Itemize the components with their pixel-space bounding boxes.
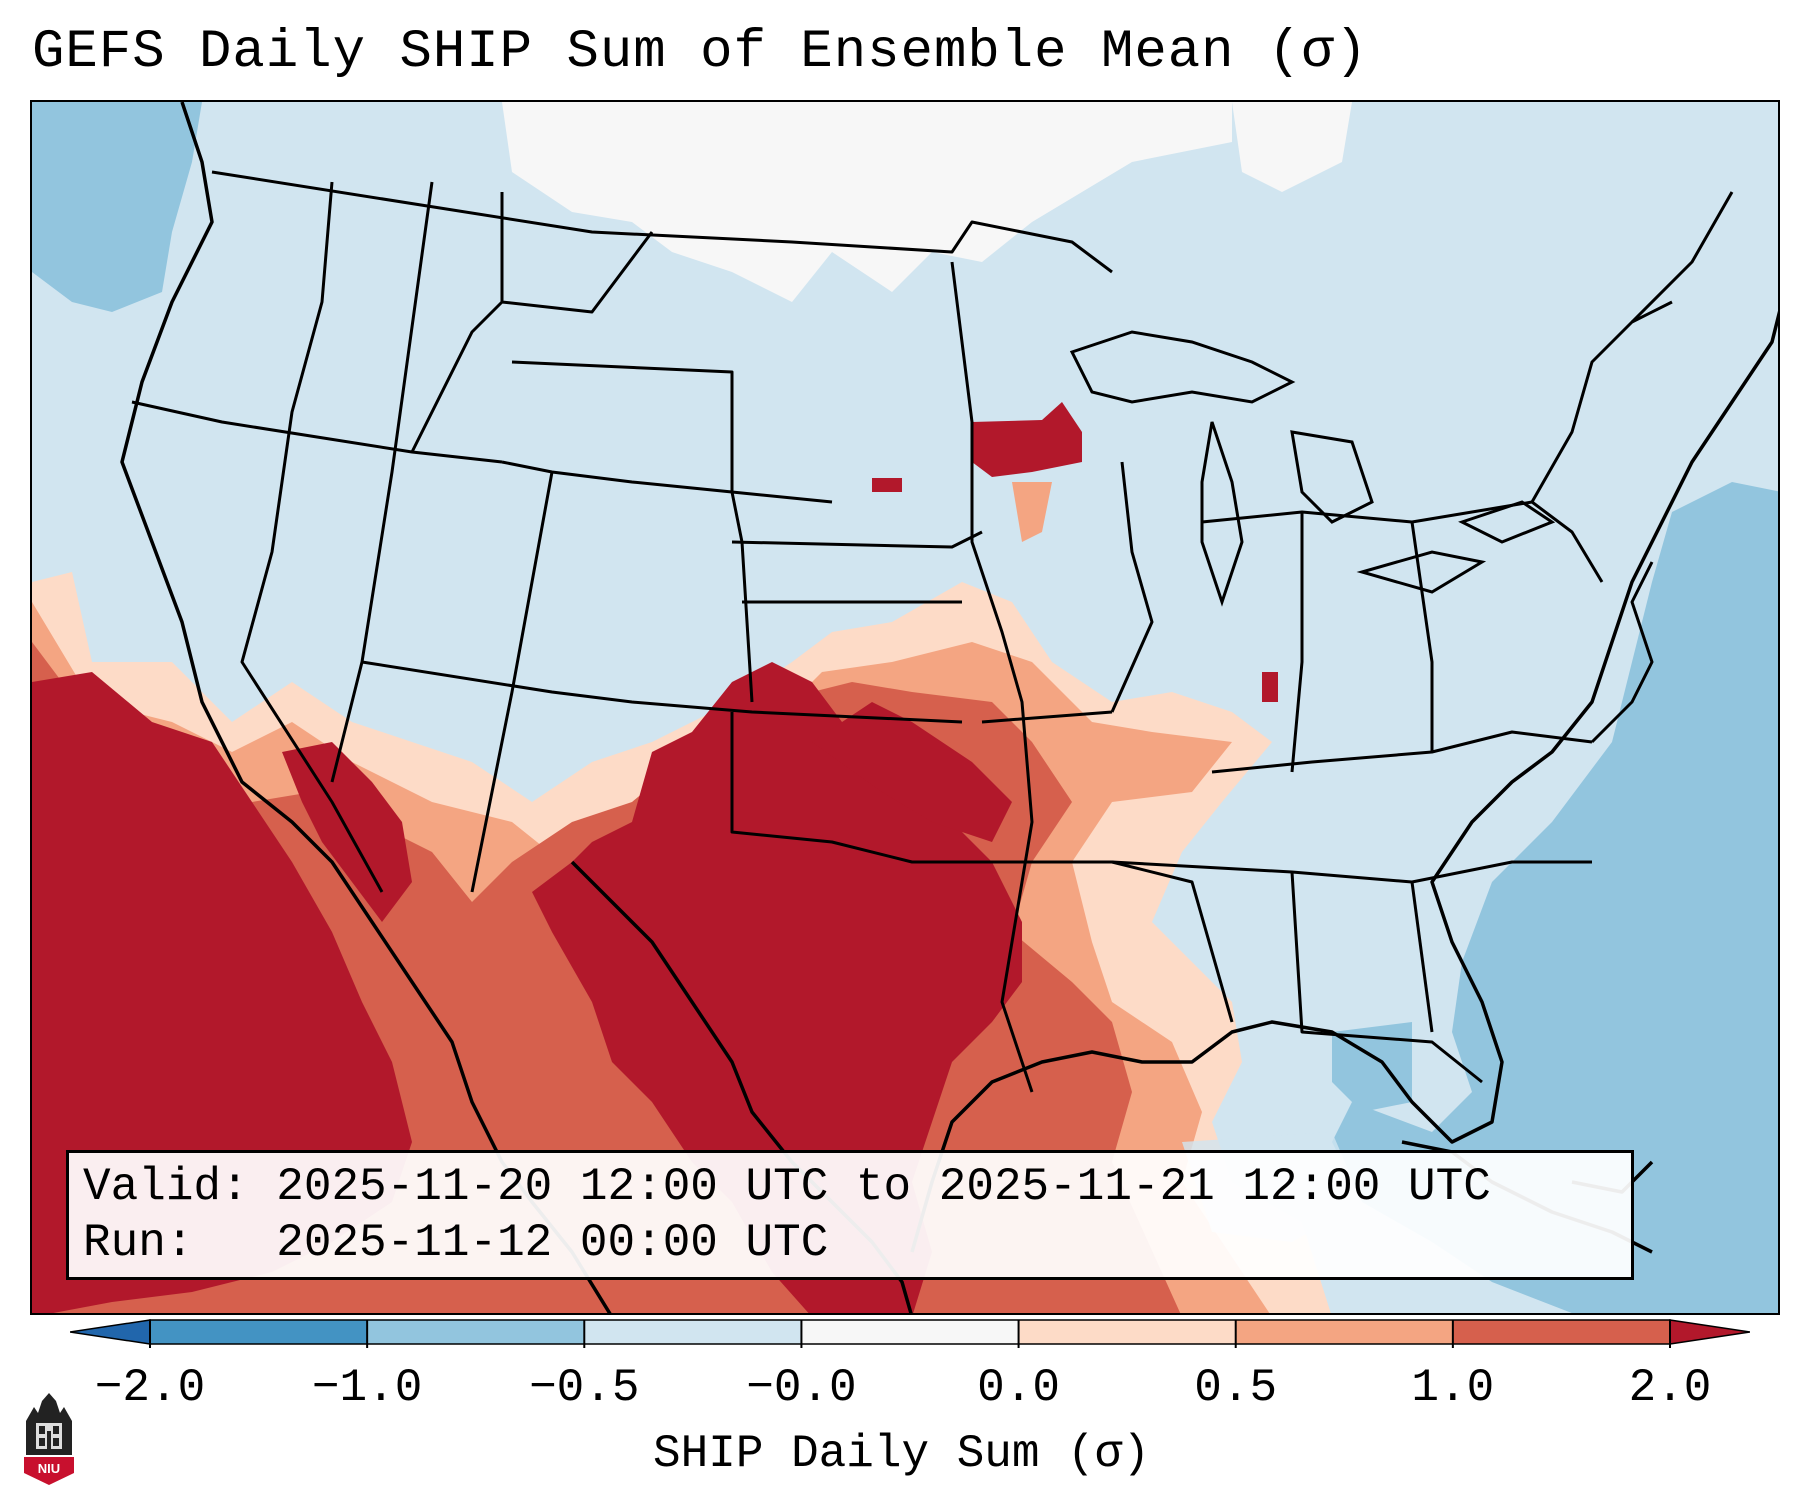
great-lakes — [1069, 330, 1556, 607]
anomaly-iowa-spot — [1012, 482, 1052, 542]
run-line: Run: 2025-11-12 00:00 UTC — [83, 1217, 829, 1269]
colorbar-segment — [1018, 1320, 1236, 1344]
anomaly-south-dakota-spot — [872, 478, 902, 492]
colorbar-tick-label: −1.0 — [311, 1362, 423, 1414]
state-borders — [131, 170, 1734, 1093]
colorbar-segment — [584, 1320, 802, 1344]
colorbar-tick-label: −0.0 — [746, 1362, 857, 1414]
colorbar-segment — [1235, 1320, 1453, 1344]
anomaly-minnesota-core — [972, 402, 1082, 477]
colorbar-segment — [150, 1320, 368, 1344]
niu-logo-text: NIU — [38, 1461, 60, 1476]
anomaly-ontario — [1232, 102, 1352, 192]
colorbar-over-extension — [1669, 1319, 1750, 1345]
map-panel — [30, 100, 1780, 1315]
anomaly-oklahoma-core — [812, 702, 1012, 842]
colorbar-tick-label: 1.0 — [1411, 1362, 1495, 1414]
colorbar-segment — [801, 1320, 1019, 1344]
colorbar-tick-label: 2.0 — [1628, 1362, 1712, 1414]
colorbar-tick-label: 0.5 — [1194, 1362, 1278, 1414]
colorbar-tick-label: −0.5 — [529, 1362, 640, 1414]
niu-building-icon — [26, 1393, 72, 1455]
map-canvas — [32, 102, 1778, 1313]
colorbar-under-extension — [70, 1319, 151, 1345]
anomaly-northern-plains — [502, 102, 1232, 302]
anomaly-atlantic — [1332, 482, 1778, 1313]
colorbar-tick-label: 0.0 — [977, 1362, 1060, 1414]
niu-logo: NIU — [24, 1393, 74, 1485]
chart-title: GEFS Daily SHIP Sum of Ensemble Mean (σ) — [32, 22, 1369, 83]
anomaly-pacific-nw — [32, 102, 202, 312]
anomaly-kentucky-spot — [1262, 672, 1278, 702]
colorbar-segment — [367, 1320, 585, 1344]
colorbar-label: SHIP Daily Sum (σ) — [653, 1428, 1150, 1480]
colorbar-tick-label: −2.0 — [94, 1362, 206, 1414]
valid-time-box: Valid: 2025-11-20 12:00 UTC to 2025-11-2… — [66, 1150, 1634, 1280]
valid-line: Valid: 2025-11-20 12:00 UTC to 2025-11-2… — [83, 1161, 1491, 1213]
colorbar — [70, 1319, 1750, 1348]
colorbar-segment — [1452, 1320, 1670, 1344]
